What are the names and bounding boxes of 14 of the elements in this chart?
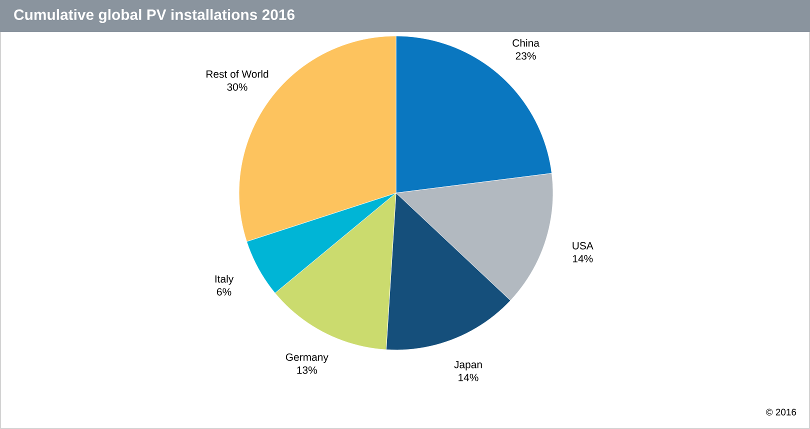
data-label: 30% xyxy=(227,83,248,91)
data-label: 14% xyxy=(458,374,478,382)
data-label: 23% xyxy=(516,52,536,60)
data-label: 6% xyxy=(217,288,232,296)
slice-label: China xyxy=(512,39,540,47)
chart-title: Cumulative global PV installations 2016 xyxy=(14,9,295,23)
slice-label: USA xyxy=(572,242,594,250)
data-label: 14% xyxy=(572,255,593,262)
slice-label: Rest of World xyxy=(206,70,268,78)
slice-label: Italy xyxy=(215,274,234,285)
slice-label: Japan xyxy=(454,360,482,370)
slice-label: Germany xyxy=(286,353,328,363)
data-label: 13% xyxy=(297,366,317,374)
text: © 2016 xyxy=(766,408,796,416)
